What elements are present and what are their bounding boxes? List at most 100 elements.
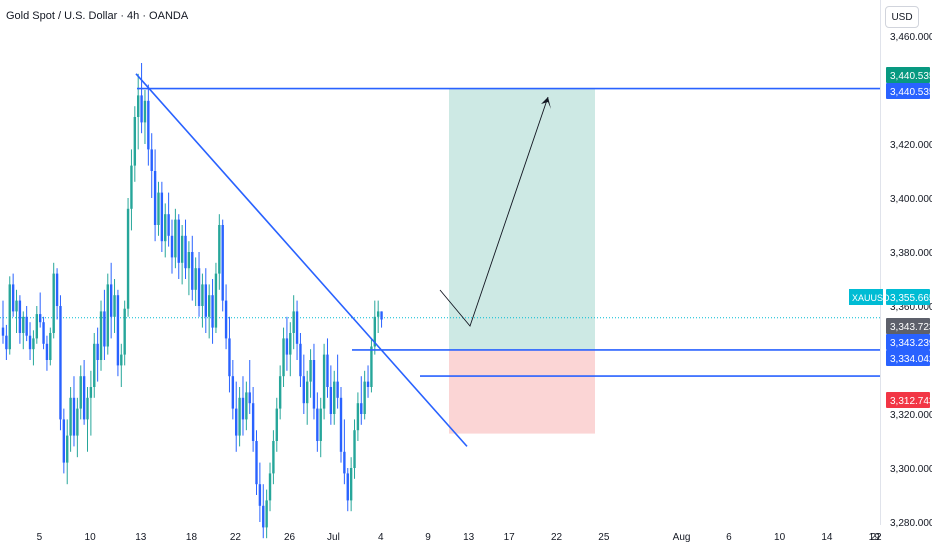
candle[interactable] bbox=[180, 235, 184, 263]
candle[interactable] bbox=[258, 484, 262, 506]
candle[interactable] bbox=[238, 397, 241, 436]
candle[interactable] bbox=[262, 505, 265, 528]
candle[interactable] bbox=[211, 295, 214, 328]
candle[interactable] bbox=[339, 397, 343, 452]
candle[interactable] bbox=[140, 95, 143, 123]
candle[interactable] bbox=[221, 225, 224, 301]
candle[interactable] bbox=[319, 408, 322, 441]
candle[interactable] bbox=[89, 387, 93, 398]
candle[interactable] bbox=[137, 95, 140, 117]
candle[interactable] bbox=[194, 268, 197, 290]
candle[interactable] bbox=[76, 408, 79, 436]
candle[interactable] bbox=[32, 338, 35, 350]
candle[interactable] bbox=[126, 208, 130, 309]
candle[interactable] bbox=[366, 381, 370, 387]
price-tag-blue[interactable] bbox=[886, 334, 930, 350]
price-tag-blue[interactable] bbox=[886, 83, 930, 99]
candle[interactable] bbox=[86, 397, 89, 420]
stop-zone[interactable] bbox=[449, 349, 595, 434]
candle[interactable] bbox=[268, 473, 272, 501]
candle[interactable] bbox=[8, 284, 11, 350]
candle[interactable] bbox=[241, 397, 245, 420]
candle[interactable] bbox=[55, 273, 59, 306]
candle[interactable] bbox=[278, 376, 282, 409]
candle[interactable] bbox=[177, 219, 180, 263]
candle[interactable] bbox=[360, 403, 363, 414]
candle[interactable] bbox=[157, 192, 160, 225]
price-tag-gray[interactable] bbox=[886, 318, 930, 334]
candle[interactable] bbox=[147, 100, 150, 150]
candle[interactable] bbox=[201, 284, 204, 306]
candle[interactable] bbox=[316, 408, 319, 441]
candle[interactable] bbox=[160, 192, 164, 242]
candle[interactable] bbox=[116, 295, 120, 366]
candle[interactable] bbox=[343, 451, 346, 474]
candle[interactable] bbox=[376, 311, 380, 317]
candle[interactable] bbox=[109, 284, 113, 317]
candle[interactable] bbox=[312, 360, 316, 409]
candle[interactable] bbox=[38, 314, 42, 323]
candle[interactable] bbox=[153, 171, 157, 225]
candle[interactable] bbox=[191, 252, 194, 290]
candle[interactable] bbox=[174, 219, 177, 258]
candle[interactable] bbox=[248, 392, 251, 404]
price-tag-blue[interactable] bbox=[886, 350, 930, 366]
candle[interactable] bbox=[167, 214, 170, 236]
candle[interactable] bbox=[35, 314, 38, 339]
candle[interactable] bbox=[49, 333, 52, 360]
candle[interactable] bbox=[72, 397, 76, 436]
candle[interactable] bbox=[272, 441, 275, 474]
candle[interactable] bbox=[22, 316, 25, 333]
candle[interactable] bbox=[59, 306, 62, 420]
candle[interactable] bbox=[306, 381, 309, 404]
candle[interactable] bbox=[245, 392, 248, 420]
candle[interactable] bbox=[285, 338, 289, 355]
candle[interactable] bbox=[143, 100, 147, 123]
candle[interactable] bbox=[322, 354, 326, 409]
candle[interactable] bbox=[28, 335, 32, 350]
price-tag-sl[interactable] bbox=[886, 392, 930, 408]
candle[interactable] bbox=[218, 225, 221, 274]
candle[interactable] bbox=[349, 468, 353, 501]
candle[interactable] bbox=[62, 419, 66, 463]
candle[interactable] bbox=[187, 252, 191, 269]
candle[interactable] bbox=[326, 354, 329, 387]
candle[interactable] bbox=[224, 300, 228, 339]
candle[interactable] bbox=[184, 235, 187, 269]
candle[interactable] bbox=[295, 311, 299, 344]
candle[interactable] bbox=[5, 335, 8, 350]
candle[interactable] bbox=[299, 343, 302, 377]
target-zone[interactable] bbox=[449, 88, 595, 350]
candle[interactable] bbox=[197, 268, 201, 306]
candle[interactable] bbox=[170, 235, 174, 258]
candle[interactable] bbox=[150, 149, 153, 171]
candle[interactable] bbox=[15, 300, 18, 312]
candle[interactable] bbox=[231, 376, 235, 409]
candle[interactable] bbox=[45, 343, 49, 360]
candle[interactable] bbox=[103, 311, 106, 347]
candle[interactable] bbox=[255, 441, 258, 485]
candle[interactable] bbox=[1, 327, 5, 336]
candle[interactable] bbox=[123, 308, 126, 355]
candle[interactable] bbox=[346, 473, 349, 501]
candle[interactable] bbox=[235, 408, 238, 436]
candle[interactable] bbox=[96, 343, 99, 360]
candle[interactable] bbox=[265, 500, 268, 528]
price-tag-tp[interactable] bbox=[886, 67, 930, 83]
candle[interactable] bbox=[93, 343, 96, 387]
candle[interactable] bbox=[130, 165, 133, 209]
candle[interactable] bbox=[79, 376, 82, 409]
candle[interactable] bbox=[336, 381, 339, 398]
candle[interactable] bbox=[363, 381, 366, 414]
candle[interactable] bbox=[282, 338, 285, 377]
currency-button[interactable]: USD bbox=[885, 6, 919, 28]
candle[interactable] bbox=[373, 316, 376, 347]
candle[interactable] bbox=[99, 311, 103, 360]
candle[interactable] bbox=[106, 284, 109, 347]
candle[interactable] bbox=[228, 338, 231, 377]
candle[interactable] bbox=[214, 273, 218, 328]
price-tag-price[interactable] bbox=[886, 289, 930, 305]
candle[interactable] bbox=[275, 408, 278, 441]
candle[interactable] bbox=[204, 284, 207, 317]
candle[interactable] bbox=[380, 311, 383, 320]
